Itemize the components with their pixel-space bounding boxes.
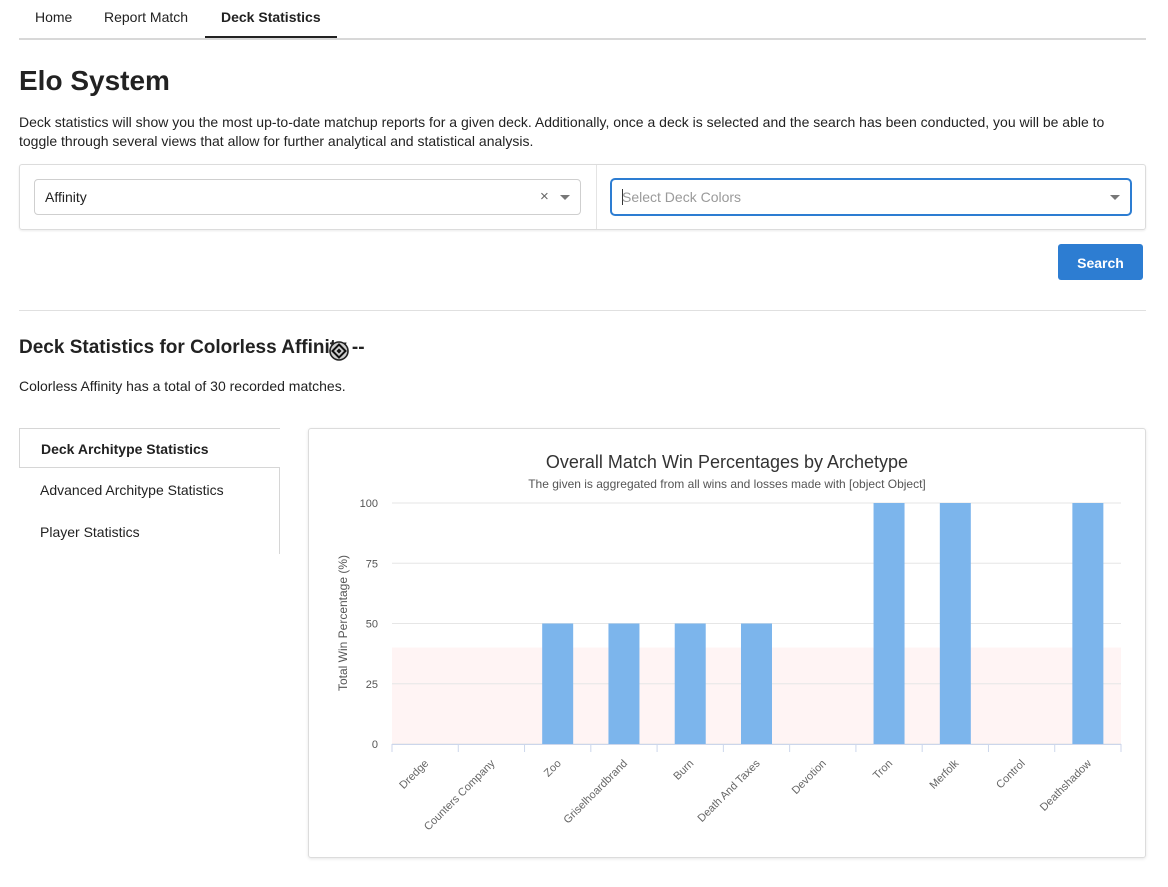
page-title: Elo System <box>19 65 170 96</box>
chart-title: Overall Match Win Percentages by Archety… <box>546 452 908 472</box>
x-tick-label: Devotion <box>790 758 829 797</box>
x-tick-label: Zoo <box>542 758 564 780</box>
menu-item-deck-architype-statistics[interactable]: Deck Architype Statistics <box>19 428 280 468</box>
search-button[interactable]: Search <box>1058 244 1143 280</box>
bar[interactable] <box>741 623 772 745</box>
y-tick-label: 75 <box>366 558 378 570</box>
y-tick-label: 0 <box>372 739 378 751</box>
search-panel: Affinity × Select Deck Colors <box>19 164 1146 230</box>
chart-card: Overall Match Win Percentages by Archety… <box>308 428 1146 858</box>
chart-y-axis-label: Total Win Percentage (%) <box>336 555 350 691</box>
y-tick-label: 50 <box>366 619 378 631</box>
x-tick-label: Death And Taxes <box>695 757 763 825</box>
panel-divider <box>596 165 597 229</box>
deck-select-value: Affinity <box>45 189 87 205</box>
x-tick-label: Counters Company <box>422 757 498 833</box>
results-title: Deck Statistics for Colorless Affinity -… <box>19 337 365 358</box>
x-tick-label: Dredge <box>397 758 431 792</box>
page-intro: Deck statistics will show you the most u… <box>19 114 1105 149</box>
menu-item-player-statistics[interactable]: Player Statistics <box>40 524 140 540</box>
deck-colors-select[interactable]: Select Deck Colors <box>611 179 1131 215</box>
bar[interactable] <box>1072 503 1104 744</box>
x-tick-label: Burn <box>671 758 696 783</box>
win-percentage-chart: Overall Match Win Percentages by Archety… <box>336 452 1122 833</box>
section-divider <box>19 310 1146 311</box>
top-nav: Home Report Match Deck Statistics <box>19 0 1146 40</box>
bar[interactable] <box>542 623 574 745</box>
x-tick-label: Deathshadow <box>1038 758 1094 814</box>
menu-item-advanced-architype-statistics[interactable]: Advanced Architype Statistics <box>40 482 224 498</box>
x-tick-label: Griselhoardbrand <box>561 758 630 827</box>
chart-subtitle: The given is aggregated from all wins an… <box>528 477 926 491</box>
nav-tab-report-match[interactable]: Report Match <box>104 9 189 25</box>
deck-select[interactable]: Affinity × <box>34 179 581 215</box>
nav-tab-deck-statistics[interactable]: Deck Statistics <box>205 0 337 38</box>
match-count-text: Colorless Affinity has a total of 30 rec… <box>19 378 346 394</box>
deck-colors-placeholder: Select Deck Colors <box>622 189 742 205</box>
text-cursor <box>622 189 623 205</box>
stats-side-menu: Deck Architype Statistics Advanced Archi… <box>19 428 280 554</box>
x-tick-label: Merfolk <box>927 757 961 791</box>
bar[interactable] <box>939 503 971 744</box>
colorless-mana-icon <box>329 341 349 361</box>
chevron-down-icon[interactable] <box>1110 195 1120 200</box>
x-tick-label: Tron <box>871 758 895 782</box>
chevron-down-icon[interactable] <box>560 195 570 200</box>
nav-tab-home[interactable]: Home <box>35 9 73 25</box>
x-tick-label: Control <box>994 758 1028 792</box>
y-tick-label: 100 <box>360 498 378 510</box>
bar[interactable] <box>608 623 640 745</box>
clear-icon[interactable]: × <box>540 188 549 205</box>
bar[interactable] <box>674 623 706 745</box>
y-tick-label: 25 <box>366 679 378 691</box>
bar[interactable] <box>873 503 905 744</box>
